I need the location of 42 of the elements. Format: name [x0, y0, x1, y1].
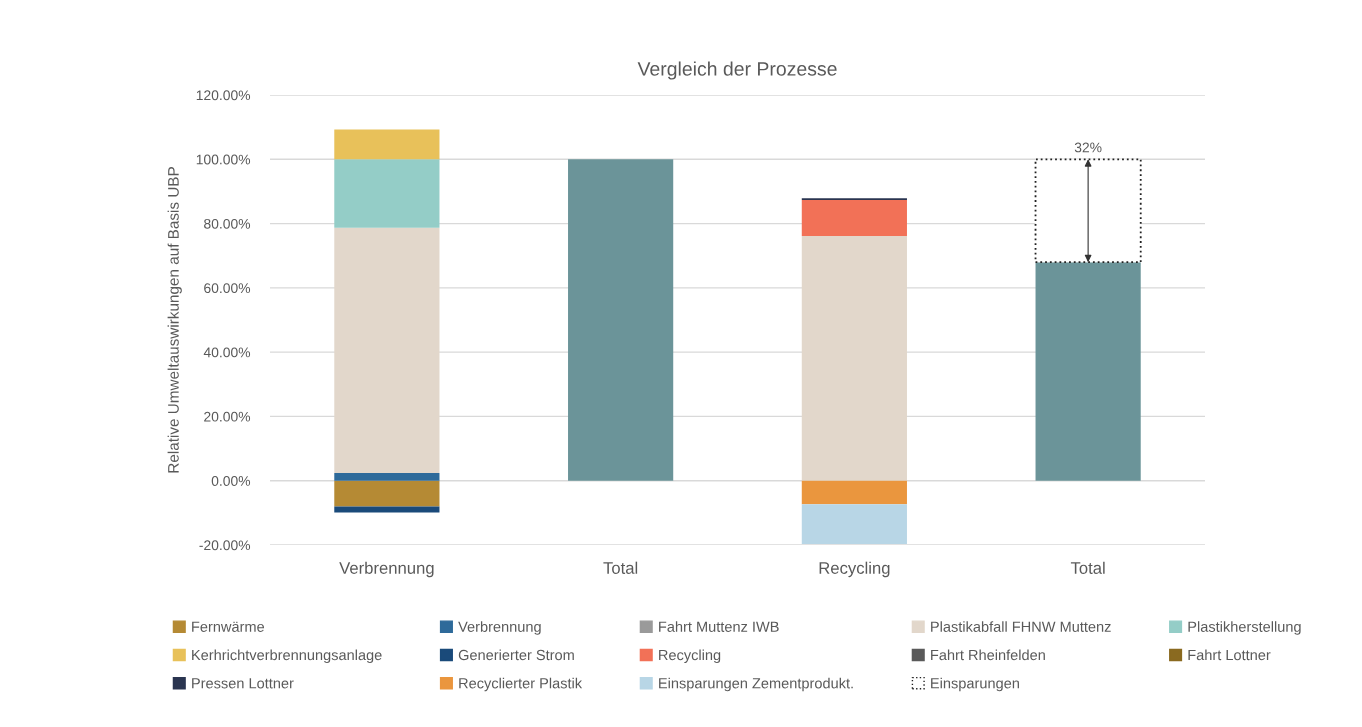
x-tick-label: Total — [1070, 561, 1105, 574]
bar — [801, 504, 907, 545]
bar — [801, 200, 907, 237]
legend-label: Plastikherstellung — [1188, 621, 1301, 635]
bar — [1034, 158, 1142, 264]
legend-label: Pressen Lottner — [192, 678, 294, 689]
legend-label: Plastikabfall FHNW Muttenz — [931, 621, 1111, 632]
bar — [334, 473, 440, 481]
bar — [334, 227, 440, 473]
y-tick-label: 40.00% — [203, 347, 251, 358]
bar — [801, 480, 907, 505]
chart-title: Vergleich der Prozesse — [637, 61, 837, 80]
legend-label: Verbrennung — [458, 621, 541, 635]
legend-label: Recyclierter Plastik — [459, 677, 583, 692]
legend-label: Fernwärme — [192, 621, 265, 632]
bar — [334, 480, 440, 507]
legend-label: Einsparungen Zementprodukt. — [659, 677, 853, 692]
annotation: 32% — [1074, 142, 1102, 153]
legend-label: Generierter Strom — [458, 649, 574, 661]
bar — [334, 129, 440, 160]
y-tick-label: 80.00% — [204, 218, 251, 229]
y-tick-label: 100.00% — [196, 154, 251, 165]
y-tick-label: 20.00% — [204, 411, 251, 422]
legend-label: Einsparungen — [931, 677, 1019, 692]
bar — [1035, 262, 1141, 481]
legend-label: Recycling — [659, 649, 721, 664]
y-axis-title: Relative Umweltauswirkungen auf Basis UBP — [167, 167, 182, 473]
y-tick-label: -20.00% — [199, 540, 251, 551]
legend-label: Fahrt Muttenz IWB — [659, 621, 779, 632]
bar — [568, 159, 674, 481]
y-tick-label: 60.00% — [204, 283, 251, 294]
x-tick-label: Verbrennung — [339, 561, 434, 578]
legend-label: Fahrt Lottner — [1188, 649, 1271, 661]
x-tick-label: Recycling — [819, 561, 890, 578]
x-tick-label: Total — [603, 561, 638, 574]
legend-label: Kerhrichtverbrennungsanlage — [192, 649, 382, 664]
bar — [801, 236, 907, 481]
legend-label: Fahrt Rheinfelden — [931, 649, 1045, 661]
bar — [334, 159, 440, 228]
bar — [334, 506, 440, 513]
y-tick-label: 0.00% — [211, 476, 251, 486]
y-tick-label: 120.00% — [196, 90, 251, 101]
